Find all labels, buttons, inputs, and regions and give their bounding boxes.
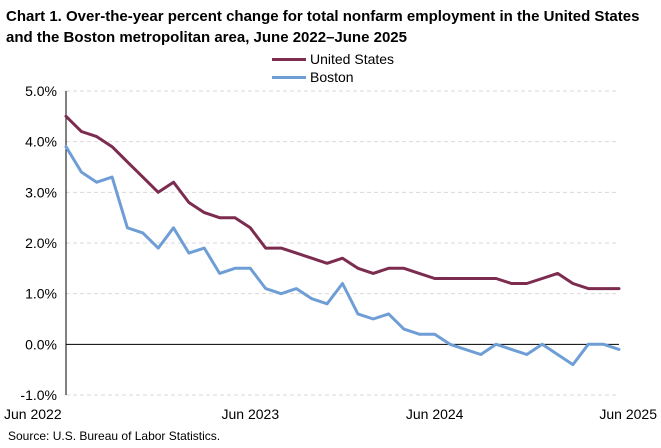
x-tick-label: Jun 2023 [222,406,280,422]
y-tick-label: 4.0% [25,134,57,150]
legend-swatch-united-states [272,57,306,61]
series-line-united-states [64,114,621,291]
y-tick-label: 3.0% [25,184,57,200]
y-tick-label: 1.0% [25,286,57,302]
legend-item-boston: Boston [272,68,394,86]
chart-title: Chart 1. Over-the-year percent change fo… [6,8,640,46]
x-tick-label: Jun 2025 [599,406,657,422]
y-tick-label: 5.0% [25,83,57,99]
x-tick-label: Jun 2024 [406,406,464,422]
legend: United States Boston [272,50,394,86]
series-line-boston [64,145,621,367]
legend-label-united-states: United States [310,51,395,67]
x-tick-label: Jun 2022 [4,406,62,422]
legend-item-united-states: United States [272,50,394,68]
y-tick-label: 0.0% [25,336,57,352]
y-tick-label: 2.0% [25,235,57,251]
source-note: Source: U.S. Bureau of Labor Statistics. [8,429,221,443]
y-tick-label: -1.0% [20,387,57,403]
legend-swatch-boston [272,75,306,79]
legend-label-boston: Boston [310,69,354,85]
